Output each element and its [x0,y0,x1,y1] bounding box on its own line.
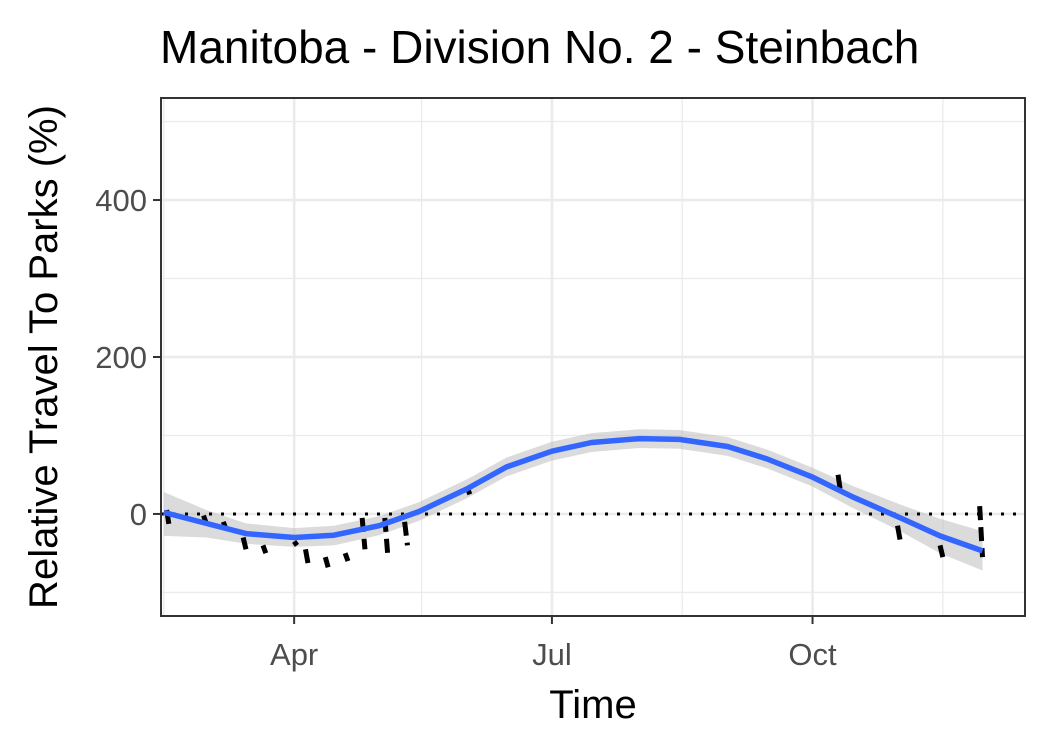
y-tick-label: 0 [130,497,147,532]
observed-segment [303,548,311,566]
x-tick-label: Oct [788,637,837,672]
observed-segment [895,525,903,542]
smooth-trend-line [163,435,984,554]
observed-segment [342,552,351,562]
y-axis-title: Relative Travel To Parks (%) [22,105,66,609]
y-axis: 0 200 400 [95,183,161,532]
x-axis-title: Time [549,683,636,727]
observed-segment [260,544,269,555]
observed-segment [322,556,331,569]
observed-segment [240,536,249,550]
observed-series [164,474,986,569]
observed-segment [402,521,410,546]
chart-title: Manitoba - Division No. 2 - Steinbach [160,21,919,73]
x-tick-label: Jul [532,637,572,672]
observed-segment [359,517,368,550]
observed-segment [937,544,946,558]
observed-segment [835,474,844,495]
x-axis: Apr Jul Oct [270,616,837,672]
observed-segment [292,539,300,547]
x-tick-label: Apr [270,637,318,672]
y-tick-label: 200 [95,340,147,375]
y-tick-label: 400 [95,183,147,218]
